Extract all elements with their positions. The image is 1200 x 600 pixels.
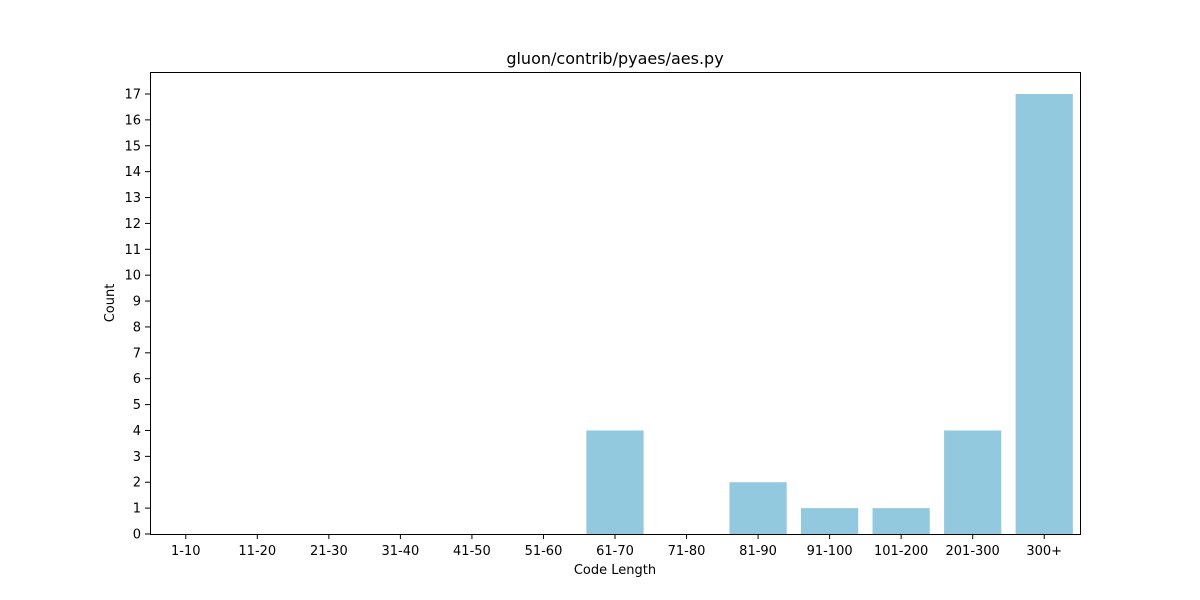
x-tick-label: 31-40 <box>381 544 419 559</box>
x-tick-label: 101-200 <box>874 544 928 559</box>
x-tick-label: 41-50 <box>453 544 491 559</box>
y-tick-label: 0 <box>133 528 141 543</box>
chart-title: gluon/contrib/pyaes/aes.py <box>506 49 723 68</box>
y-tick-label: 3 <box>133 450 141 465</box>
y-tick-label: 11 <box>124 243 141 258</box>
y-tick-label: 10 <box>124 269 141 284</box>
y-tick-label: 13 <box>124 191 141 206</box>
bar-101-200 <box>872 508 930 534</box>
y-tick-label: 7 <box>133 346 141 361</box>
y-tick-label: 17 <box>124 88 141 103</box>
x-tick-label: 91-100 <box>807 544 853 559</box>
x-tick-label: 1-10 <box>171 544 201 559</box>
bar-300+ <box>1015 94 1073 534</box>
y-tick-label: 12 <box>124 217 141 232</box>
bar-201-300 <box>944 430 1002 534</box>
x-tick-label: 61-70 <box>596 544 634 559</box>
x-tick-label: 81-90 <box>739 544 777 559</box>
y-tick-label: 15 <box>124 139 141 154</box>
y-tick-label: 16 <box>124 113 141 128</box>
x-tick-label: 21-30 <box>310 544 348 559</box>
y-axis-title: Count <box>103 284 118 323</box>
y-tick-label: 2 <box>133 476 141 491</box>
y-tick-label: 1 <box>133 502 141 517</box>
y-tick-label: 14 <box>124 165 141 180</box>
y-tick-label: 6 <box>133 372 141 387</box>
x-axis: 1-10 11-20 21-30 31-40 41-50 51-60 61-70 71-80 8… <box>171 534 1062 559</box>
bars-group <box>586 94 1073 534</box>
x-axis-title: Code Length <box>574 563 656 578</box>
x-tick-label: 51-60 <box>525 544 563 559</box>
y-tick-label: 8 <box>133 320 141 335</box>
x-tick-label: 11-20 <box>238 544 276 559</box>
y-tick-label: 9 <box>133 295 141 310</box>
bar-91-100 <box>801 508 859 534</box>
x-tick-label: 300+ <box>1026 544 1062 559</box>
x-tick-label: 71-80 <box>668 544 706 559</box>
bar-81-90 <box>729 482 787 534</box>
bar-61-70 <box>586 430 644 534</box>
y-tick-label: 4 <box>133 424 141 439</box>
plot-area-frame <box>150 72 1081 535</box>
x-tick-label: 201-300 <box>946 544 1000 559</box>
y-tick-label: 5 <box>133 398 141 413</box>
